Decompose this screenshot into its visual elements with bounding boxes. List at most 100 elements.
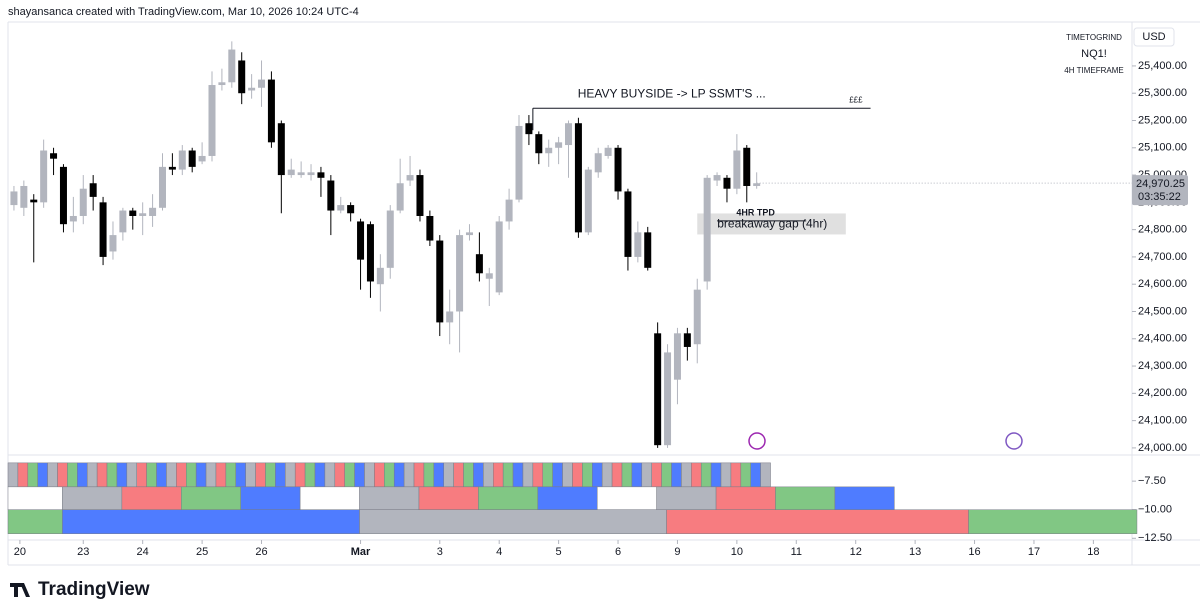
indicator-block <box>7 509 63 534</box>
indicator-cell <box>651 462 662 488</box>
candle-body <box>654 333 662 446</box>
indicator-cell <box>57 462 68 488</box>
indicator-cell <box>304 462 316 488</box>
candle-body <box>505 199 513 222</box>
x-tick-label: 12 <box>850 546 862 558</box>
candle-body <box>485 273 493 279</box>
indicator-block <box>62 509 360 534</box>
candle-body <box>594 153 602 173</box>
candle-body <box>723 177 731 189</box>
indicator-cell <box>86 462 98 488</box>
y-tick-label: 24,300.00 <box>1138 360 1187 372</box>
x-tick-label: 3 <box>437 546 443 558</box>
candle-body <box>683 333 691 347</box>
y-tick-label: −7.50 <box>1138 475 1166 487</box>
candle-body <box>446 311 454 323</box>
x-tick-label: 24 <box>137 546 149 558</box>
indicator-cell <box>532 462 544 488</box>
indicator-cell <box>324 462 336 488</box>
indicator-cell <box>146 462 157 488</box>
candle-body <box>366 224 374 282</box>
x-tick-label: 9 <box>674 546 680 558</box>
indicator-cell <box>374 462 385 488</box>
indicator-cell <box>47 462 58 488</box>
indicator-block <box>834 486 895 510</box>
candle-body <box>644 232 652 268</box>
indicator-cell <box>235 462 246 488</box>
candle-body <box>258 79 266 88</box>
x-tick-label: 6 <box>615 546 621 558</box>
currency: USD <box>1142 31 1165 43</box>
logo: TradingView <box>38 579 150 600</box>
candle-body <box>604 147 612 156</box>
x-tick-label: 16 <box>968 546 980 558</box>
candle-body <box>664 352 672 446</box>
gap-box <box>697 213 846 235</box>
indicator-block <box>656 486 717 510</box>
indicator-cell <box>552 462 563 488</box>
indicator-block <box>7 486 63 510</box>
indicator-cell <box>393 462 405 488</box>
candle-body <box>50 153 58 159</box>
x-tick-label: 17 <box>1028 546 1040 558</box>
x-tick-label: Mar <box>351 546 371 558</box>
candle-body <box>515 125 523 200</box>
indicator-cell <box>166 462 177 488</box>
indicator-cell <box>116 462 128 488</box>
candle-body <box>188 150 196 167</box>
candle-body <box>198 155 206 162</box>
candle-body <box>109 235 117 252</box>
event-icon[interactable] <box>1005 432 1023 450</box>
candle-body <box>228 49 236 83</box>
indicator-cell <box>760 462 771 488</box>
y-tick-label: 24,400.00 <box>1138 333 1187 345</box>
event-icon[interactable] <box>748 432 766 450</box>
logo-mark <box>10 583 30 597</box>
candle-body <box>327 180 335 211</box>
candle-body <box>317 172 325 178</box>
candle-body <box>307 172 315 176</box>
indicator-cell <box>700 462 712 488</box>
indicator-cell <box>215 462 227 488</box>
annotation-tag: £££ <box>849 95 863 104</box>
indicator-cell <box>671 462 682 488</box>
indicator-cell <box>195 462 207 488</box>
indicator-cell <box>730 462 742 488</box>
indicator-cell <box>205 462 217 488</box>
indicator-cell <box>176 462 187 488</box>
legend-line: TIMETOGRIND <box>1066 33 1122 42</box>
candle-body <box>495 221 503 293</box>
indicator-cell <box>285 462 296 488</box>
candle-body <box>376 267 384 285</box>
candle-body <box>436 240 444 323</box>
indicator-cell <box>423 462 435 488</box>
indicator-cell <box>641 462 652 488</box>
y-tick-label: −10.00 <box>1138 504 1172 516</box>
candle-body <box>525 123 533 135</box>
last-price-box <box>1132 175 1188 206</box>
indicator-block <box>359 486 420 510</box>
candle-body <box>456 235 464 312</box>
candle-body <box>59 166 67 225</box>
indicator-cell <box>245 462 256 488</box>
indicator-block <box>715 486 776 510</box>
candle-body <box>168 166 176 170</box>
indicator-block <box>537 486 598 510</box>
indicator-cell <box>562 462 573 488</box>
candle-body <box>545 147 553 154</box>
y-tick-label: 25,200.00 <box>1138 114 1187 126</box>
indicator-block <box>418 486 479 510</box>
x-tick-label: 20 <box>14 546 26 558</box>
indicator-cell <box>384 462 395 488</box>
annotation: HEAVY BUYSIDE -> LP SSMT'S ... <box>578 86 766 100</box>
candle-body <box>535 134 543 154</box>
candle-body <box>10 191 18 206</box>
y-tick-label: 24,600.00 <box>1138 278 1187 290</box>
y-tick-label: 25,400.00 <box>1138 60 1187 72</box>
y-tick-label: −12.50 <box>1138 532 1172 544</box>
indicator-block <box>478 486 539 510</box>
x-tick-label: 4 <box>496 546 502 558</box>
currency-box[interactable] <box>1133 27 1175 47</box>
candle-body <box>693 289 701 345</box>
x-tick-label: 11 <box>791 546 802 558</box>
